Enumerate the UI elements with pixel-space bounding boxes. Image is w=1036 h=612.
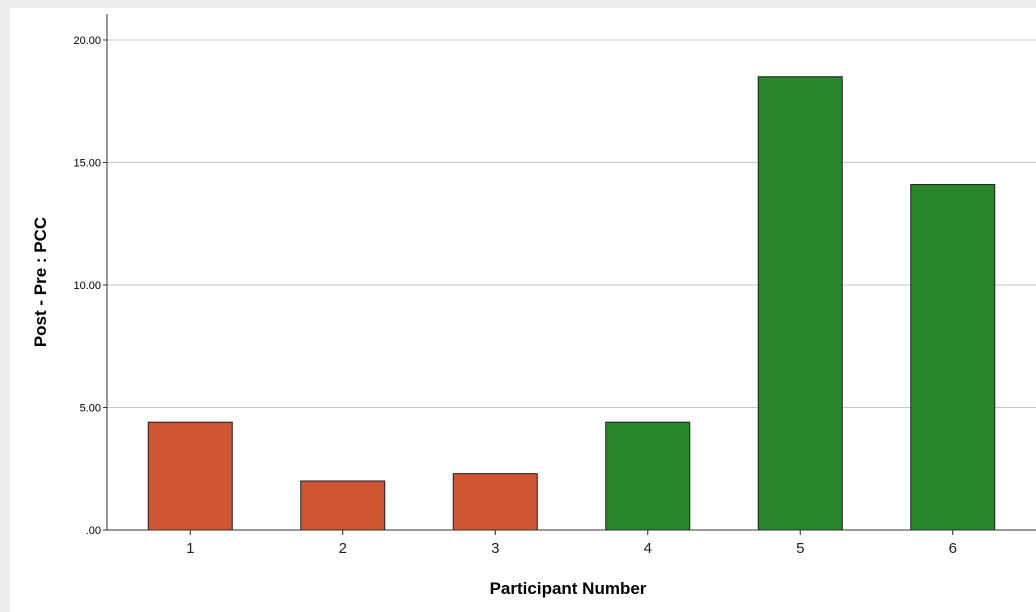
axes	[103, 14, 1036, 535]
y-tick-label: 5.00	[80, 403, 101, 415]
x-tick-label: 3	[491, 540, 499, 557]
bar	[147, 421, 233, 531]
x-tick-label: 6	[949, 540, 957, 557]
bar	[757, 76, 843, 531]
x-tick-label: 4	[644, 540, 652, 557]
x-tick-label: 5	[796, 540, 804, 557]
chart-panel: .00 5.00 10.00 15.00 20.00 1 2 3 4 5 6 Participant…	[10, 8, 1036, 612]
bar-chart: .00 5.00 10.00 15.00 20.00 1 2 3 4 5 6 Participant…	[31, 14, 1036, 598]
y-axis-title: Post - Pre : PCC	[31, 217, 50, 347]
y-tick-label: .00	[86, 525, 101, 537]
x-tick-label: 1	[186, 540, 194, 557]
gridlines	[107, 39, 1036, 408]
tick-labels: .00 5.00 10.00 15.00 20.00 1 2 3 4 5 6	[73, 35, 956, 557]
x-axis-title: Participant Number	[490, 579, 647, 598]
bar	[300, 480, 386, 531]
y-tick-label: 15.00	[73, 158, 101, 170]
y-tick-label: 10.00	[73, 280, 101, 292]
bar	[452, 473, 538, 531]
x-tick-label: 2	[339, 540, 347, 557]
bars	[147, 76, 996, 531]
bar	[605, 421, 691, 531]
y-tick-label: 20.00	[73, 35, 101, 47]
bar	[910, 184, 996, 531]
